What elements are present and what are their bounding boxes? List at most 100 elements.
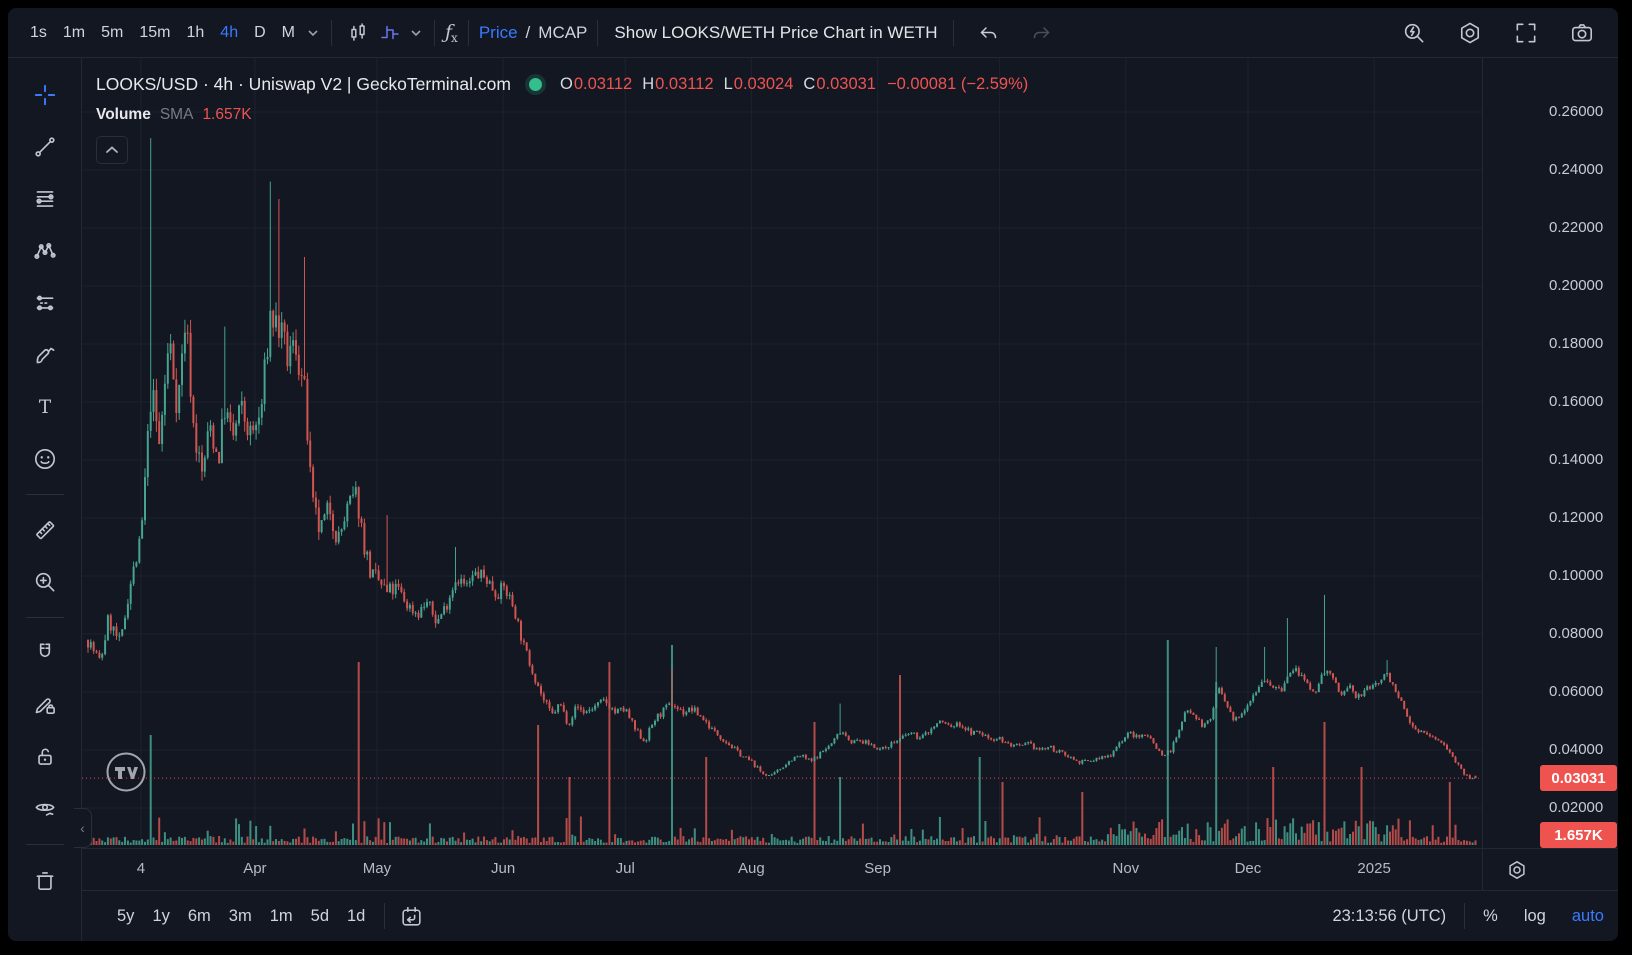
divider <box>433 19 435 46</box>
time-tick-label: Sep <box>864 860 891 877</box>
price-tick-label: 0.02000 <box>1549 799 1604 816</box>
interval-15m[interactable]: 15m <box>139 23 171 41</box>
candlestick-chart[interactable] <box>82 58 1482 848</box>
range-1d[interactable]: 1d <box>347 906 366 925</box>
indicators-fx-icon[interactable]: ƒx <box>444 20 458 45</box>
price-tick-label: 0.08000 <box>1549 625 1604 642</box>
hide-drawings-eye-icon[interactable] <box>26 790 64 828</box>
price-tick-label: 0.10000 <box>1549 567 1604 584</box>
brush-icon[interactable] <box>26 336 64 374</box>
interval-5m[interactable]: 5m <box>101 23 124 41</box>
divider <box>330 19 332 46</box>
price-tick-label: 0.04000 <box>1549 741 1604 758</box>
divider <box>953 19 955 46</box>
range-1m[interactable]: 1m <box>269 906 293 925</box>
projection-tool-icon[interactable] <box>26 284 64 322</box>
camera-screenshot-icon[interactable] <box>1566 17 1598 49</box>
mcap-toggle[interactable]: MCAP <box>538 22 588 42</box>
drawing-lock-edit-icon[interactable] <box>26 686 64 724</box>
change-value: −0.00081 (−2.59%) <box>887 75 1029 93</box>
price-tick-label: 0.20000 <box>1549 277 1604 294</box>
divider <box>597 19 599 46</box>
ohlc-values: O0.03112 H0.03112 L0.03024 C0.03031 −0.0… <box>559 75 1029 93</box>
log-scale-toggle[interactable]: log <box>1523 906 1546 925</box>
auto-scale-toggle[interactable]: auto <box>1571 906 1604 925</box>
divider <box>467 19 469 46</box>
time-tick-label: Nov <box>1112 860 1140 877</box>
fib-retracement-icon[interactable] <box>26 180 64 218</box>
divider <box>384 903 386 929</box>
time-tick-label: Aug <box>738 860 765 877</box>
axis-settings-gear-icon[interactable] <box>1501 854 1533 886</box>
time-axis[interactable]: 4 Apr May Jun Jul Aug Sep Nov Dec 2025 <box>82 848 1482 890</box>
time-tick-label: Dec <box>1234 860 1262 877</box>
price-mcap-toggle[interactable]: Price / MCAP <box>479 23 588 43</box>
interval-1m[interactable]: 1m <box>62 23 86 41</box>
lock-icon[interactable] <box>26 738 64 776</box>
trash-remove-icon[interactable] <box>26 861 64 899</box>
volume-legend: Volume SMA 1.657K <box>96 106 252 123</box>
time-tick-label: May <box>362 860 392 877</box>
interval-1d[interactable]: D <box>254 23 266 41</box>
time-tick-label: Jul <box>615 860 635 877</box>
price-tick-label: 0.06000 <box>1549 683 1604 700</box>
time-tick-label: Apr <box>243 860 267 877</box>
show-weth-chart-button[interactable]: Show LOOKS/WETH Price Chart in WETH <box>614 22 938 42</box>
undo-redo-group <box>972 17 1058 49</box>
quick-search-icon[interactable] <box>1398 17 1430 49</box>
last-price-tag: 0.03031 <box>1540 765 1617 792</box>
crosshair-icon[interactable] <box>26 76 64 114</box>
line-style-icon[interactable] <box>374 17 406 49</box>
divider <box>1464 903 1466 929</box>
time-tick-label: 4 <box>136 860 146 877</box>
interval-1mo[interactable]: M <box>281 23 295 41</box>
range-6m[interactable]: 6m <box>187 906 211 925</box>
percent-scale-toggle[interactable]: % <box>1483 906 1498 925</box>
time-tick-label: Jun <box>491 860 516 877</box>
price-tick-label: 0.14000 <box>1549 451 1604 468</box>
price-tick-label: 0.12000 <box>1549 509 1604 526</box>
interval-chevron-down-icon[interactable] <box>305 25 321 41</box>
interval-1s[interactable]: 1s <box>30 23 47 41</box>
price-toggle[interactable]: Price <box>478 22 518 42</box>
top-toolbar: 1s 1m 5m 15m 1h 4h D M ƒx Price <box>8 8 1618 58</box>
emoji-tool-icon[interactable] <box>26 440 64 478</box>
magnet-icon[interactable] <box>26 634 64 672</box>
zoom-in-icon[interactable] <box>26 563 64 601</box>
price-tick-label: 0.16000 <box>1549 393 1604 410</box>
toolbar-collapse-chevron-left-icon[interactable]: ‹ <box>74 808 92 848</box>
price-tick-label: 0.24000 <box>1549 161 1604 178</box>
clock-utc[interactable]: 23:13:56 (UTC) <box>1332 906 1447 925</box>
redo-icon[interactable] <box>1026 17 1058 49</box>
range-1y[interactable]: 1y <box>152 906 170 925</box>
svg-text:T: T <box>38 397 51 418</box>
chart-widget: 1s 1m 5m 15m 1h 4h D M ƒx Price <box>8 8 1618 941</box>
range-3m[interactable]: 3m <box>228 906 252 925</box>
undo-icon[interactable] <box>972 17 1004 49</box>
last-volume-tag: 1.657K <box>1540 822 1617 848</box>
series-title: LOOKS/USD · 4h · Uniswap V2 | GeckoTermi… <box>96 74 511 94</box>
price-tick-label: 0.18000 <box>1549 335 1604 352</box>
price-axis[interactable]: 0.03031 1.657K 0.26000 0.24000 0.22000 0.20… <box>1482 58 1618 848</box>
fullscreen-icon[interactable] <box>1510 17 1542 49</box>
go-to-date-calendar-icon[interactable] <box>395 900 427 932</box>
interval-4h[interactable]: 4h <box>220 23 239 41</box>
range-5d[interactable]: 5d <box>310 906 329 925</box>
xabcd-pattern-icon[interactable] <box>26 232 64 270</box>
text-tool-icon[interactable]: T <box>26 388 64 426</box>
data-status-dot-icon[interactable] <box>528 78 542 91</box>
bottom-toolbar: 5y 1y 6m 3m 1m 5d 1d 23:13:56 (UTC) % lo… <box>82 890 1618 941</box>
divider <box>25 617 64 618</box>
trend-line-icon[interactable] <box>26 128 64 166</box>
candlestick-style-icon[interactable] <box>342 17 374 49</box>
time-axis-corner <box>1482 848 1618 890</box>
style-chevron-down-icon[interactable] <box>408 25 424 41</box>
settings-gear-icon[interactable] <box>1454 17 1486 49</box>
interval-1h[interactable]: 1h <box>186 23 205 41</box>
range-5y[interactable]: 5y <box>117 906 135 925</box>
chart-legend: LOOKS/USD · 4h · Uniswap V2 | GeckoTermi… <box>96 74 1028 164</box>
ruler-measure-icon[interactable] <box>26 511 64 549</box>
legend-collapse-chevron-up-icon[interactable] <box>96 136 128 164</box>
price-tick-label: 0.26000 <box>1549 103 1604 120</box>
price-tick-label: 0.22000 <box>1549 219 1604 236</box>
